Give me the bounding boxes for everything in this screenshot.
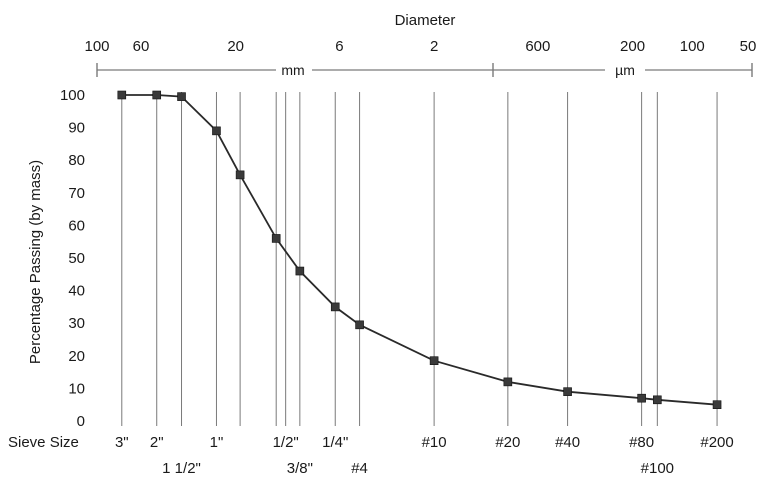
top-tick-label: 600	[525, 38, 550, 55]
sieve-label: 3/8"	[287, 460, 313, 477]
sieve-label: 2"	[150, 434, 164, 451]
sieve-label: #4	[351, 460, 368, 477]
sieve-label: #200	[700, 434, 733, 451]
y-tick-label: 90	[68, 120, 85, 137]
sieve-label: #80	[629, 434, 654, 451]
top-axis-title: Diameter	[395, 12, 456, 29]
unit-um-label: µm	[615, 62, 635, 78]
gradation-series	[117, 90, 722, 410]
sieve-size-label: Sieve Size	[8, 434, 79, 451]
y-axis-label: Percentage Passing (by mass)	[27, 160, 44, 364]
y-tick-label: 20	[68, 348, 85, 365]
data-point	[637, 393, 646, 403]
data-point	[563, 387, 572, 396]
data-point	[503, 377, 513, 387]
data-point	[295, 266, 305, 276]
top-tick-label: 100	[680, 38, 705, 55]
y-tick-label: 40	[68, 283, 85, 300]
gradation-curve	[121, 94, 718, 406]
data-point	[271, 234, 281, 243]
top-axis-scale-line	[96, 63, 753, 77]
data-point	[712, 400, 722, 410]
data-point	[235, 170, 245, 180]
data-point	[355, 320, 364, 330]
sieve-label: 3"	[115, 434, 129, 451]
top-tick-label: 200	[620, 38, 645, 55]
y-tick-label: 70	[68, 185, 85, 202]
data-point	[152, 90, 162, 100]
data-point	[212, 126, 221, 136]
data-point	[177, 92, 186, 101]
top-tick-label: 6	[335, 38, 343, 55]
y-tick-label: 10	[68, 380, 85, 397]
unit-mm-label: mm	[281, 62, 304, 78]
sieve-label: #10	[422, 434, 447, 451]
top-tick-label: 50	[740, 38, 757, 55]
top-axis-ticks: 100 60 20 6 2 600 200 100 50	[84, 38, 756, 55]
sieve-label: 1 1/2"	[162, 460, 201, 477]
y-tick-label: 60	[68, 217, 85, 234]
y-tick-label: 0	[77, 413, 85, 430]
top-tick-label: 20	[227, 38, 244, 55]
y-tick-label: 50	[68, 250, 85, 267]
y-tick-label: 30	[68, 315, 85, 332]
sieve-label: 1/2"	[273, 434, 299, 451]
top-tick-label: 60	[133, 38, 150, 55]
sieve-label: #20	[495, 434, 520, 451]
sieve-labels: 3" 2" 1 1/2" 1" 1/2" 3/8" 1/4"#4 #10 #20 #40 #80 #1…	[115, 434, 734, 477]
y-tick-label: 100	[60, 87, 85, 104]
data-point	[330, 302, 340, 312]
data-point	[429, 356, 439, 365]
sieve-label: 1/4"	[322, 434, 348, 451]
sieve-label: 1"	[210, 434, 224, 451]
sieve-label: #100	[641, 460, 674, 477]
sieve-label: #40	[555, 434, 580, 451]
y-tick-label: 80	[68, 152, 85, 169]
top-tick-label: 100	[84, 38, 109, 55]
sieve-grid-lines	[121, 92, 718, 426]
top-tick-label: 2	[430, 38, 438, 55]
data-point	[117, 90, 127, 100]
data-point	[653, 395, 662, 405]
